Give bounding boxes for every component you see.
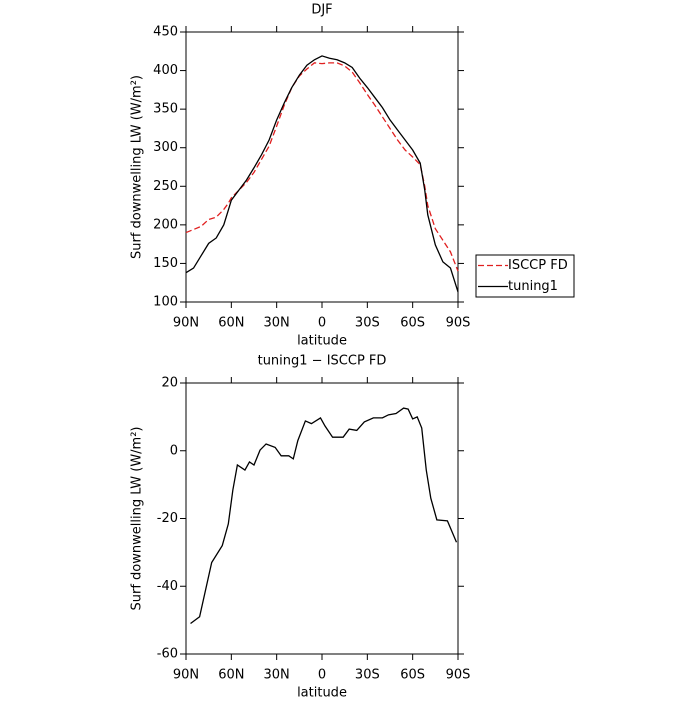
y-tick-label: 20 bbox=[161, 376, 178, 391]
x-tick-label: 30S bbox=[355, 316, 380, 331]
y-tick-label: 250 bbox=[153, 179, 178, 194]
series-line bbox=[190, 407, 458, 625]
x-axis-label: latitude bbox=[297, 334, 347, 349]
plot-frame bbox=[185, 31, 459, 303]
x-tick-label: 30N bbox=[264, 668, 290, 683]
x-tick-label: 90N bbox=[173, 316, 199, 331]
x-tick-label: 0 bbox=[318, 668, 326, 683]
y-tick-label: 350 bbox=[153, 102, 178, 117]
y-tick-label: 450 bbox=[153, 25, 178, 40]
legend-label: ISCCP FD bbox=[508, 258, 568, 273]
x-tick-label: 60N bbox=[218, 668, 244, 683]
series-line bbox=[185, 62, 459, 272]
y-axis-label: Surf downwelling LW (W/m²) bbox=[130, 427, 145, 611]
y-tick-label: 0 bbox=[170, 443, 178, 458]
chart-title: tuning1 − ISCCP FD bbox=[258, 354, 387, 369]
x-tick-label: 90S bbox=[446, 668, 471, 683]
x-tick-label: 90N bbox=[173, 668, 199, 683]
x-tick-label: 0 bbox=[318, 316, 326, 331]
x-tick-label: 60N bbox=[218, 316, 244, 331]
y-axis-label: Surf downwelling LW (W/m²) bbox=[130, 75, 145, 259]
y-tick-label: -40 bbox=[157, 579, 178, 594]
y-tick-label: -20 bbox=[157, 511, 178, 526]
legend-box bbox=[475, 254, 575, 298]
y-tick-label: 150 bbox=[153, 256, 178, 271]
x-tick-label: 30S bbox=[355, 668, 380, 683]
y-tick-label: 100 bbox=[153, 295, 178, 310]
y-tick-label: -60 bbox=[157, 647, 178, 662]
y-tick-label: 200 bbox=[153, 217, 178, 232]
x-tick-label: 30N bbox=[264, 316, 290, 331]
y-tick-label: 300 bbox=[153, 140, 178, 155]
plot-frame bbox=[185, 382, 459, 655]
y-tick-label: 400 bbox=[153, 63, 178, 78]
x-tick-label: 90S bbox=[446, 316, 471, 331]
chart-title: DJF bbox=[311, 3, 332, 18]
legend-label: tuning1 bbox=[508, 279, 558, 294]
series-line bbox=[185, 55, 459, 293]
x-tick-label: 60S bbox=[400, 316, 425, 331]
x-axis-label: latitude bbox=[297, 686, 347, 701]
x-tick-label: 60S bbox=[400, 668, 425, 683]
